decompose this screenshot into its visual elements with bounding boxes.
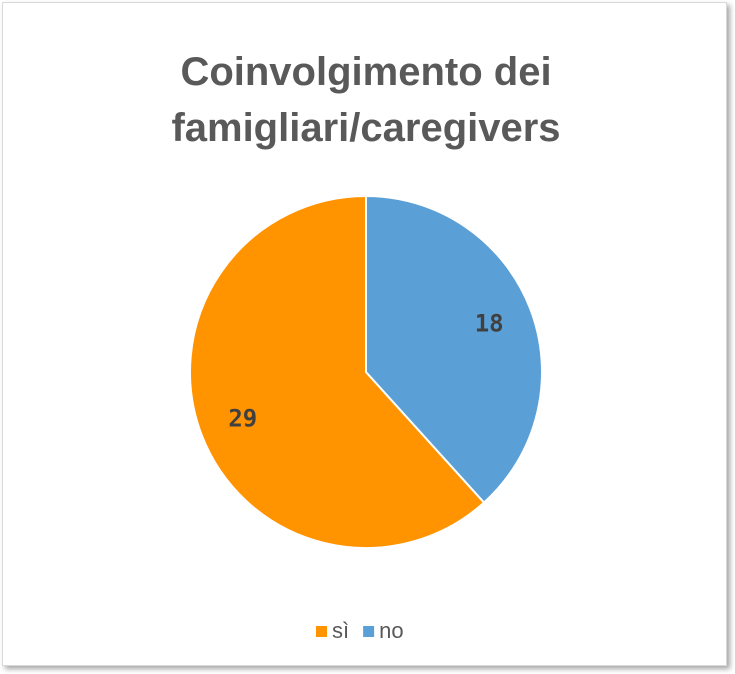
data-label: 29: [228, 404, 257, 432]
data-label: 18: [475, 310, 504, 338]
pie-slice: [189, 194, 486, 549]
pie-slice: [365, 194, 543, 504]
legend-swatch: [316, 626, 327, 637]
legend-label: sì: [332, 618, 349, 643]
legend-swatch: [363, 626, 375, 637]
legend-label: no: [379, 618, 403, 643]
chart-title: Coinvolgimento dei famigliari/caregivers: [171, 50, 561, 150]
